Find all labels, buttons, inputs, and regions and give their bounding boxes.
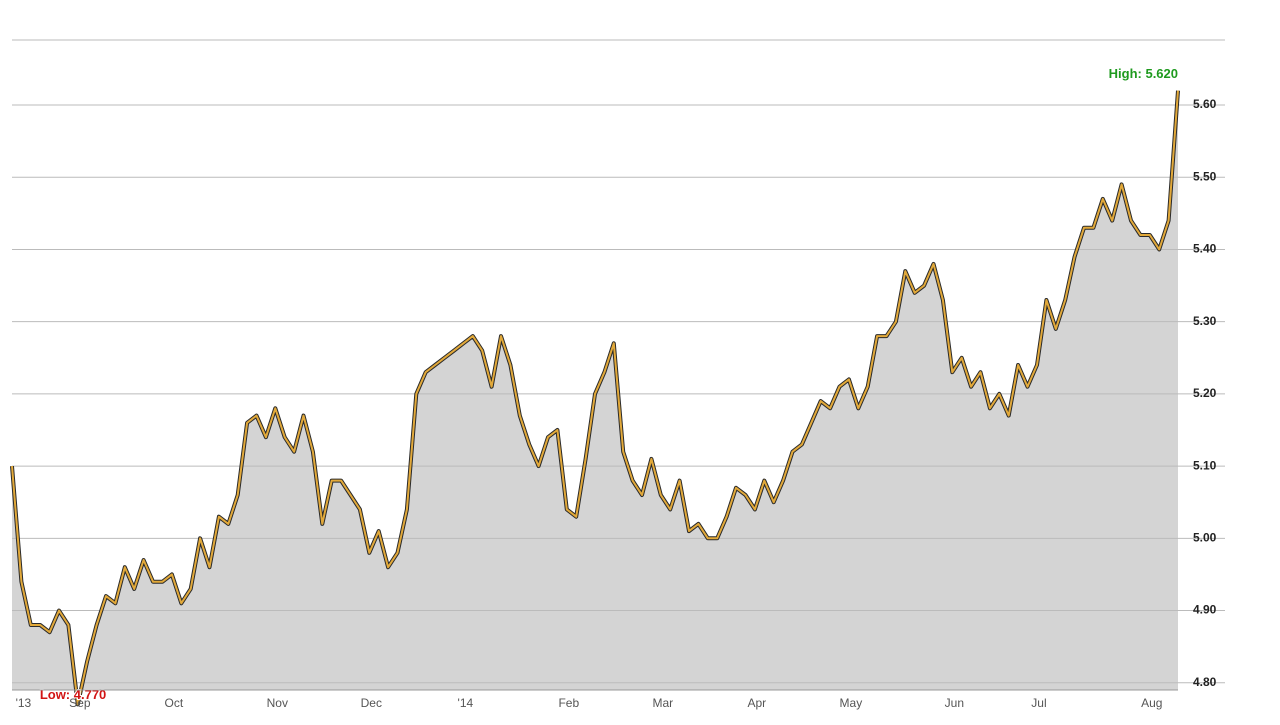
y-tick-label: 5.10 — [1193, 458, 1217, 472]
x-tick-label: Mar — [652, 696, 673, 710]
y-tick-label: 4.90 — [1193, 603, 1217, 617]
x-tick-label: Jun — [945, 696, 964, 710]
y-tick-label: 5.50 — [1193, 169, 1217, 183]
x-tick-label: Dec — [361, 696, 382, 710]
line — [11, 90, 1179, 706]
y-tick-label: 5.20 — [1193, 386, 1217, 400]
x-tick-label: '13 — [16, 696, 32, 710]
x-tick-label: Apr — [748, 696, 767, 710]
y-tick-label: 4.80 — [1193, 675, 1217, 689]
x-tick-label: May — [840, 696, 863, 710]
y-tick-label: 5.40 — [1193, 242, 1217, 256]
x-tick-label: Nov — [267, 696, 288, 710]
grid — [12, 104, 1225, 684]
y-tick-label: 5.60 — [1193, 97, 1217, 111]
x-tick-label: Sep — [69, 696, 91, 710]
high-label: High: 5.620 — [1109, 66, 1178, 81]
y-tick-label: 5.30 — [1193, 314, 1217, 328]
x-tick-label: Jul — [1031, 696, 1046, 710]
x-tick-label: Aug — [1141, 696, 1162, 710]
x-tick-label: Feb — [558, 696, 579, 710]
x-tick-label: Oct — [165, 696, 184, 710]
y-tick-label: 5.00 — [1193, 531, 1217, 545]
x-tick-label: '14 — [458, 696, 474, 710]
